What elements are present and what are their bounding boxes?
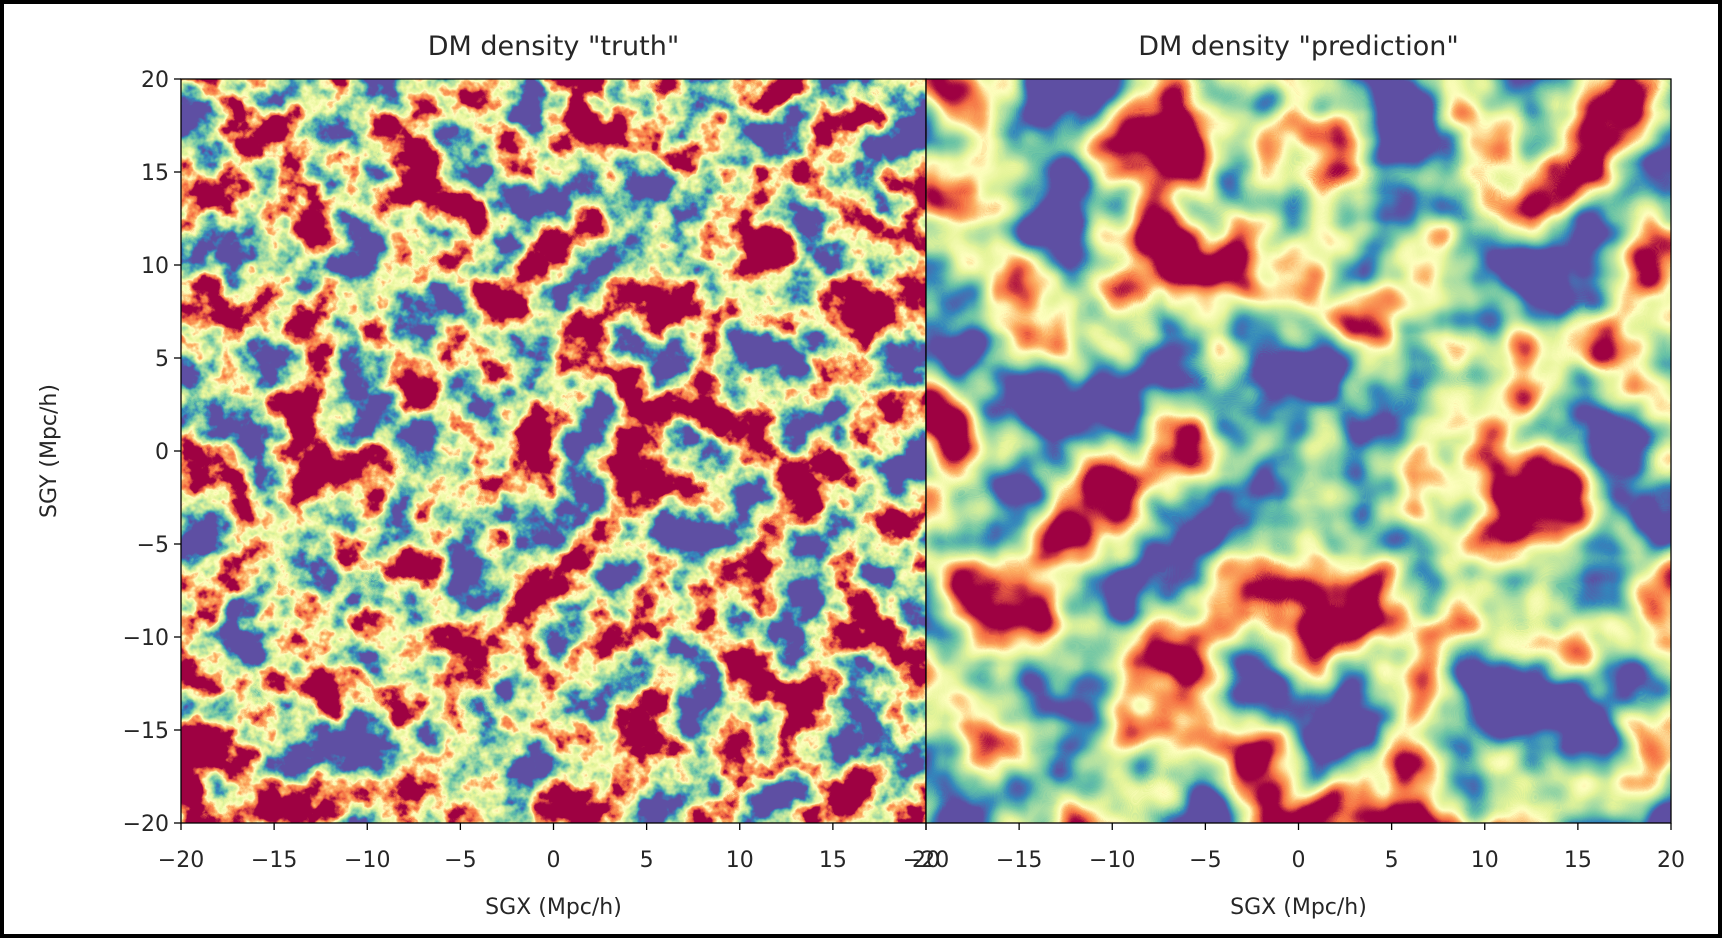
density-image xyxy=(181,79,926,823)
y-tick-label: −15 xyxy=(123,719,169,744)
x-tick-label: −15 xyxy=(251,848,297,873)
y-tick-label: 10 xyxy=(141,254,169,279)
x-tick-label: 5 xyxy=(1385,848,1399,873)
y-axis-label: SGY (Mpc/h) xyxy=(37,384,62,518)
x-tick-label: −5 xyxy=(1189,848,1221,873)
x-tick-label: −15 xyxy=(996,848,1042,873)
x-tick-label: 15 xyxy=(819,848,847,873)
x-tick-label: −20 xyxy=(903,848,949,873)
y-tick-label: −20 xyxy=(123,812,169,837)
x-tick-label: 15 xyxy=(1564,848,1592,873)
page: {"chart_data": [ {"type": "heatmap", "ti… xyxy=(0,0,1722,938)
x-tick-label: −20 xyxy=(158,848,204,873)
y-tick-label: −10 xyxy=(123,626,169,651)
y-tick-label: 5 xyxy=(155,347,169,372)
x-tick-label: 5 xyxy=(640,848,654,873)
x-tick-label: 10 xyxy=(1471,848,1499,873)
y-tick-label: −5 xyxy=(137,533,169,558)
x-tick-label: 20 xyxy=(1657,848,1685,873)
figure: DM density "truth" SGX (Mpc/h) SGY (Mpc/h)… xyxy=(0,0,1722,938)
y-tick-label: 20 xyxy=(141,68,169,93)
x-tick-label: 10 xyxy=(726,848,754,873)
x-tick-label: 0 xyxy=(1292,848,1306,873)
x-tick-label: 0 xyxy=(547,848,561,873)
y-tick-label: 0 xyxy=(155,440,169,465)
chart-title: DM density "truth" xyxy=(428,31,680,62)
chart-title: DM density "prediction" xyxy=(1138,31,1459,62)
x-axis-label: SGX (Mpc/h) xyxy=(485,895,622,920)
x-tick-label: −5 xyxy=(444,848,476,873)
y-tick-label: 15 xyxy=(141,161,169,186)
x-tick-label: −10 xyxy=(1089,848,1135,873)
x-tick-label: −10 xyxy=(344,848,390,873)
density-image xyxy=(926,79,1671,823)
x-axis-label: SGX (Mpc/h) xyxy=(1230,895,1367,920)
